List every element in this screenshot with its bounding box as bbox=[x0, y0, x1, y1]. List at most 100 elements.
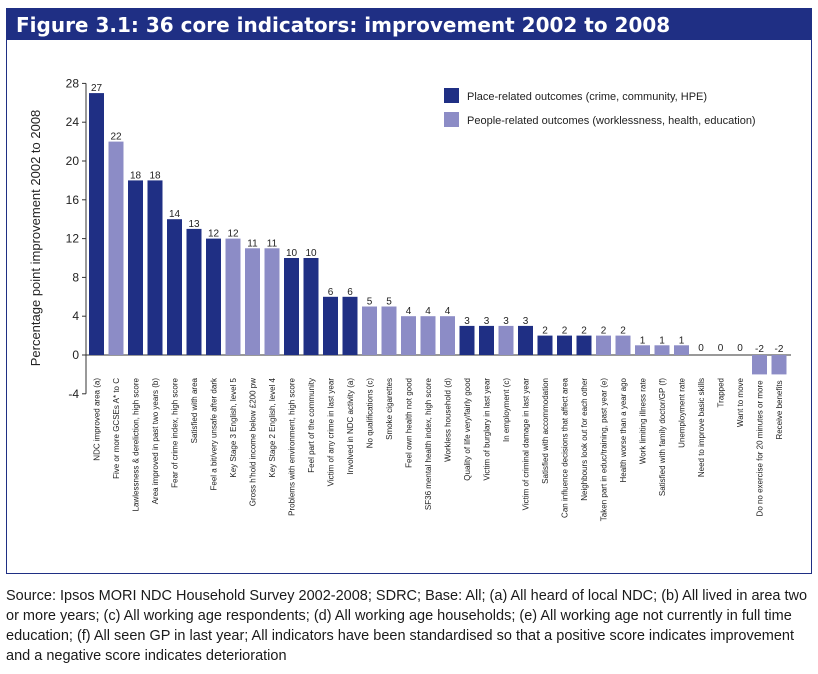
bar bbox=[654, 345, 670, 355]
category-label: Five or more GCSEs A* to C bbox=[112, 378, 121, 479]
category-label: Feel part of the community bbox=[307, 378, 316, 473]
data-label: -2 bbox=[775, 344, 784, 355]
data-label: 10 bbox=[305, 248, 317, 259]
data-label: 2 bbox=[542, 326, 548, 337]
category-label: Involved in NDC activity (a) bbox=[346, 378, 355, 475]
bar bbox=[459, 325, 475, 355]
category-label: Key Stage 2 English, level 4 bbox=[268, 377, 277, 477]
legend-swatch bbox=[444, 112, 459, 127]
category-label: Problems with environment, high score bbox=[288, 377, 297, 515]
legend: Place-related outcomes (crime, community… bbox=[444, 88, 756, 127]
category-label: SF36 mental health index, high score bbox=[424, 377, 433, 510]
category-label: Lawlessness & dereliction, high score bbox=[132, 377, 141, 511]
y-tick-label: 24 bbox=[66, 115, 80, 129]
data-label: 18 bbox=[130, 170, 142, 181]
bar bbox=[440, 316, 455, 355]
category-label: Victim of any crime in last year bbox=[327, 378, 336, 487]
data-label: 1 bbox=[640, 335, 646, 346]
data-label: 14 bbox=[169, 209, 181, 220]
category-label: Want to move bbox=[736, 377, 745, 427]
y-tick-label: 28 bbox=[66, 76, 80, 90]
data-label: 2 bbox=[581, 326, 587, 337]
category-label: Receive benefits bbox=[775, 380, 784, 439]
bar bbox=[225, 238, 241, 355]
bar bbox=[518, 325, 533, 355]
category-label: Victim of burglary in last year bbox=[483, 378, 492, 481]
category-label: NDC improved area (a) bbox=[93, 378, 102, 461]
bar bbox=[206, 238, 221, 355]
category-label: Health worse than a year ago bbox=[619, 377, 628, 482]
bar bbox=[323, 296, 338, 355]
category-label: Gross h'hold income below £200 pw bbox=[249, 378, 258, 506]
data-label: 6 bbox=[347, 287, 353, 298]
category-label: Satisfied with area bbox=[190, 377, 199, 443]
data-label: 4 bbox=[425, 306, 431, 317]
category-label: Trapped bbox=[717, 378, 726, 408]
data-label: 12 bbox=[208, 229, 220, 240]
data-label: 18 bbox=[149, 170, 161, 181]
bar bbox=[479, 325, 494, 355]
bar bbox=[537, 335, 553, 355]
bar bbox=[264, 248, 280, 355]
bar bbox=[128, 180, 143, 355]
category-label: No qualifications (c) bbox=[366, 378, 375, 449]
bar bbox=[635, 345, 650, 355]
data-label: 1 bbox=[659, 335, 665, 346]
category-label: Victim of criminal damage in last year bbox=[522, 378, 531, 511]
data-label: 3 bbox=[484, 316, 490, 327]
data-label: 11 bbox=[247, 238, 258, 249]
y-tick-label: -4 bbox=[68, 387, 79, 401]
bar bbox=[167, 219, 182, 355]
category-label: Area improved in past two years (b) bbox=[151, 378, 160, 505]
y-tick-label: 4 bbox=[72, 309, 79, 323]
bar bbox=[615, 335, 631, 355]
bar bbox=[401, 316, 416, 355]
category-label: Workless household (d) bbox=[444, 378, 453, 462]
data-label: 2 bbox=[620, 326, 626, 337]
data-label: 13 bbox=[188, 219, 200, 230]
y-tick-label: 20 bbox=[66, 154, 80, 168]
data-label: 5 bbox=[386, 297, 392, 308]
bar bbox=[186, 228, 202, 355]
data-label: 4 bbox=[445, 306, 451, 317]
bar bbox=[342, 296, 358, 355]
source-note: Source: Ipsos MORI NDC Household Survey … bbox=[6, 588, 808, 664]
bar bbox=[108, 141, 124, 355]
category-label: Satisfied with accommodation bbox=[541, 378, 550, 484]
bar bbox=[245, 248, 260, 355]
y-axis-title: Percentage point improvement 2002 to 200… bbox=[28, 110, 43, 367]
data-label: 3 bbox=[503, 316, 509, 327]
category-label: Satisfied with family doctor/GP (f) bbox=[658, 378, 667, 496]
y-tick-label: 12 bbox=[66, 232, 80, 246]
data-label: 22 bbox=[110, 132, 122, 143]
data-label: 4 bbox=[406, 306, 412, 317]
data-label: 6 bbox=[328, 287, 334, 298]
bar bbox=[596, 335, 611, 355]
data-label: 27 bbox=[91, 83, 103, 94]
category-label: Work limiting illness rate bbox=[639, 377, 648, 464]
data-label: 11 bbox=[267, 238, 278, 249]
y-tick-label: 16 bbox=[66, 193, 80, 207]
bar bbox=[771, 355, 787, 375]
category-label: Taken part in educ/training, past year (… bbox=[600, 378, 609, 522]
y-tick-label: 0 bbox=[72, 348, 79, 362]
legend-label: Place-related outcomes (crime, community… bbox=[467, 91, 707, 103]
y-tick-label: 8 bbox=[72, 270, 79, 284]
data-label: 0 bbox=[698, 343, 704, 354]
data-label: 2 bbox=[601, 326, 607, 337]
category-label: In employment (c) bbox=[502, 378, 511, 442]
bar bbox=[147, 180, 163, 355]
category-label: Do no exercise for 20 minutes or more bbox=[756, 380, 765, 517]
category-label: Smoke cigarettes bbox=[385, 378, 394, 440]
category-label: Feel own health not good bbox=[405, 378, 414, 468]
bar bbox=[752, 355, 767, 375]
category-label: Can influence decisions that affect area bbox=[561, 377, 570, 517]
category-label: Key Stage 3 English, level 5 bbox=[229, 377, 238, 477]
bar bbox=[362, 306, 377, 355]
category-label: Need to improve basic skills bbox=[697, 378, 706, 477]
legend-swatch bbox=[444, 88, 459, 103]
category-label: Fear of crime index, high score bbox=[171, 377, 180, 487]
